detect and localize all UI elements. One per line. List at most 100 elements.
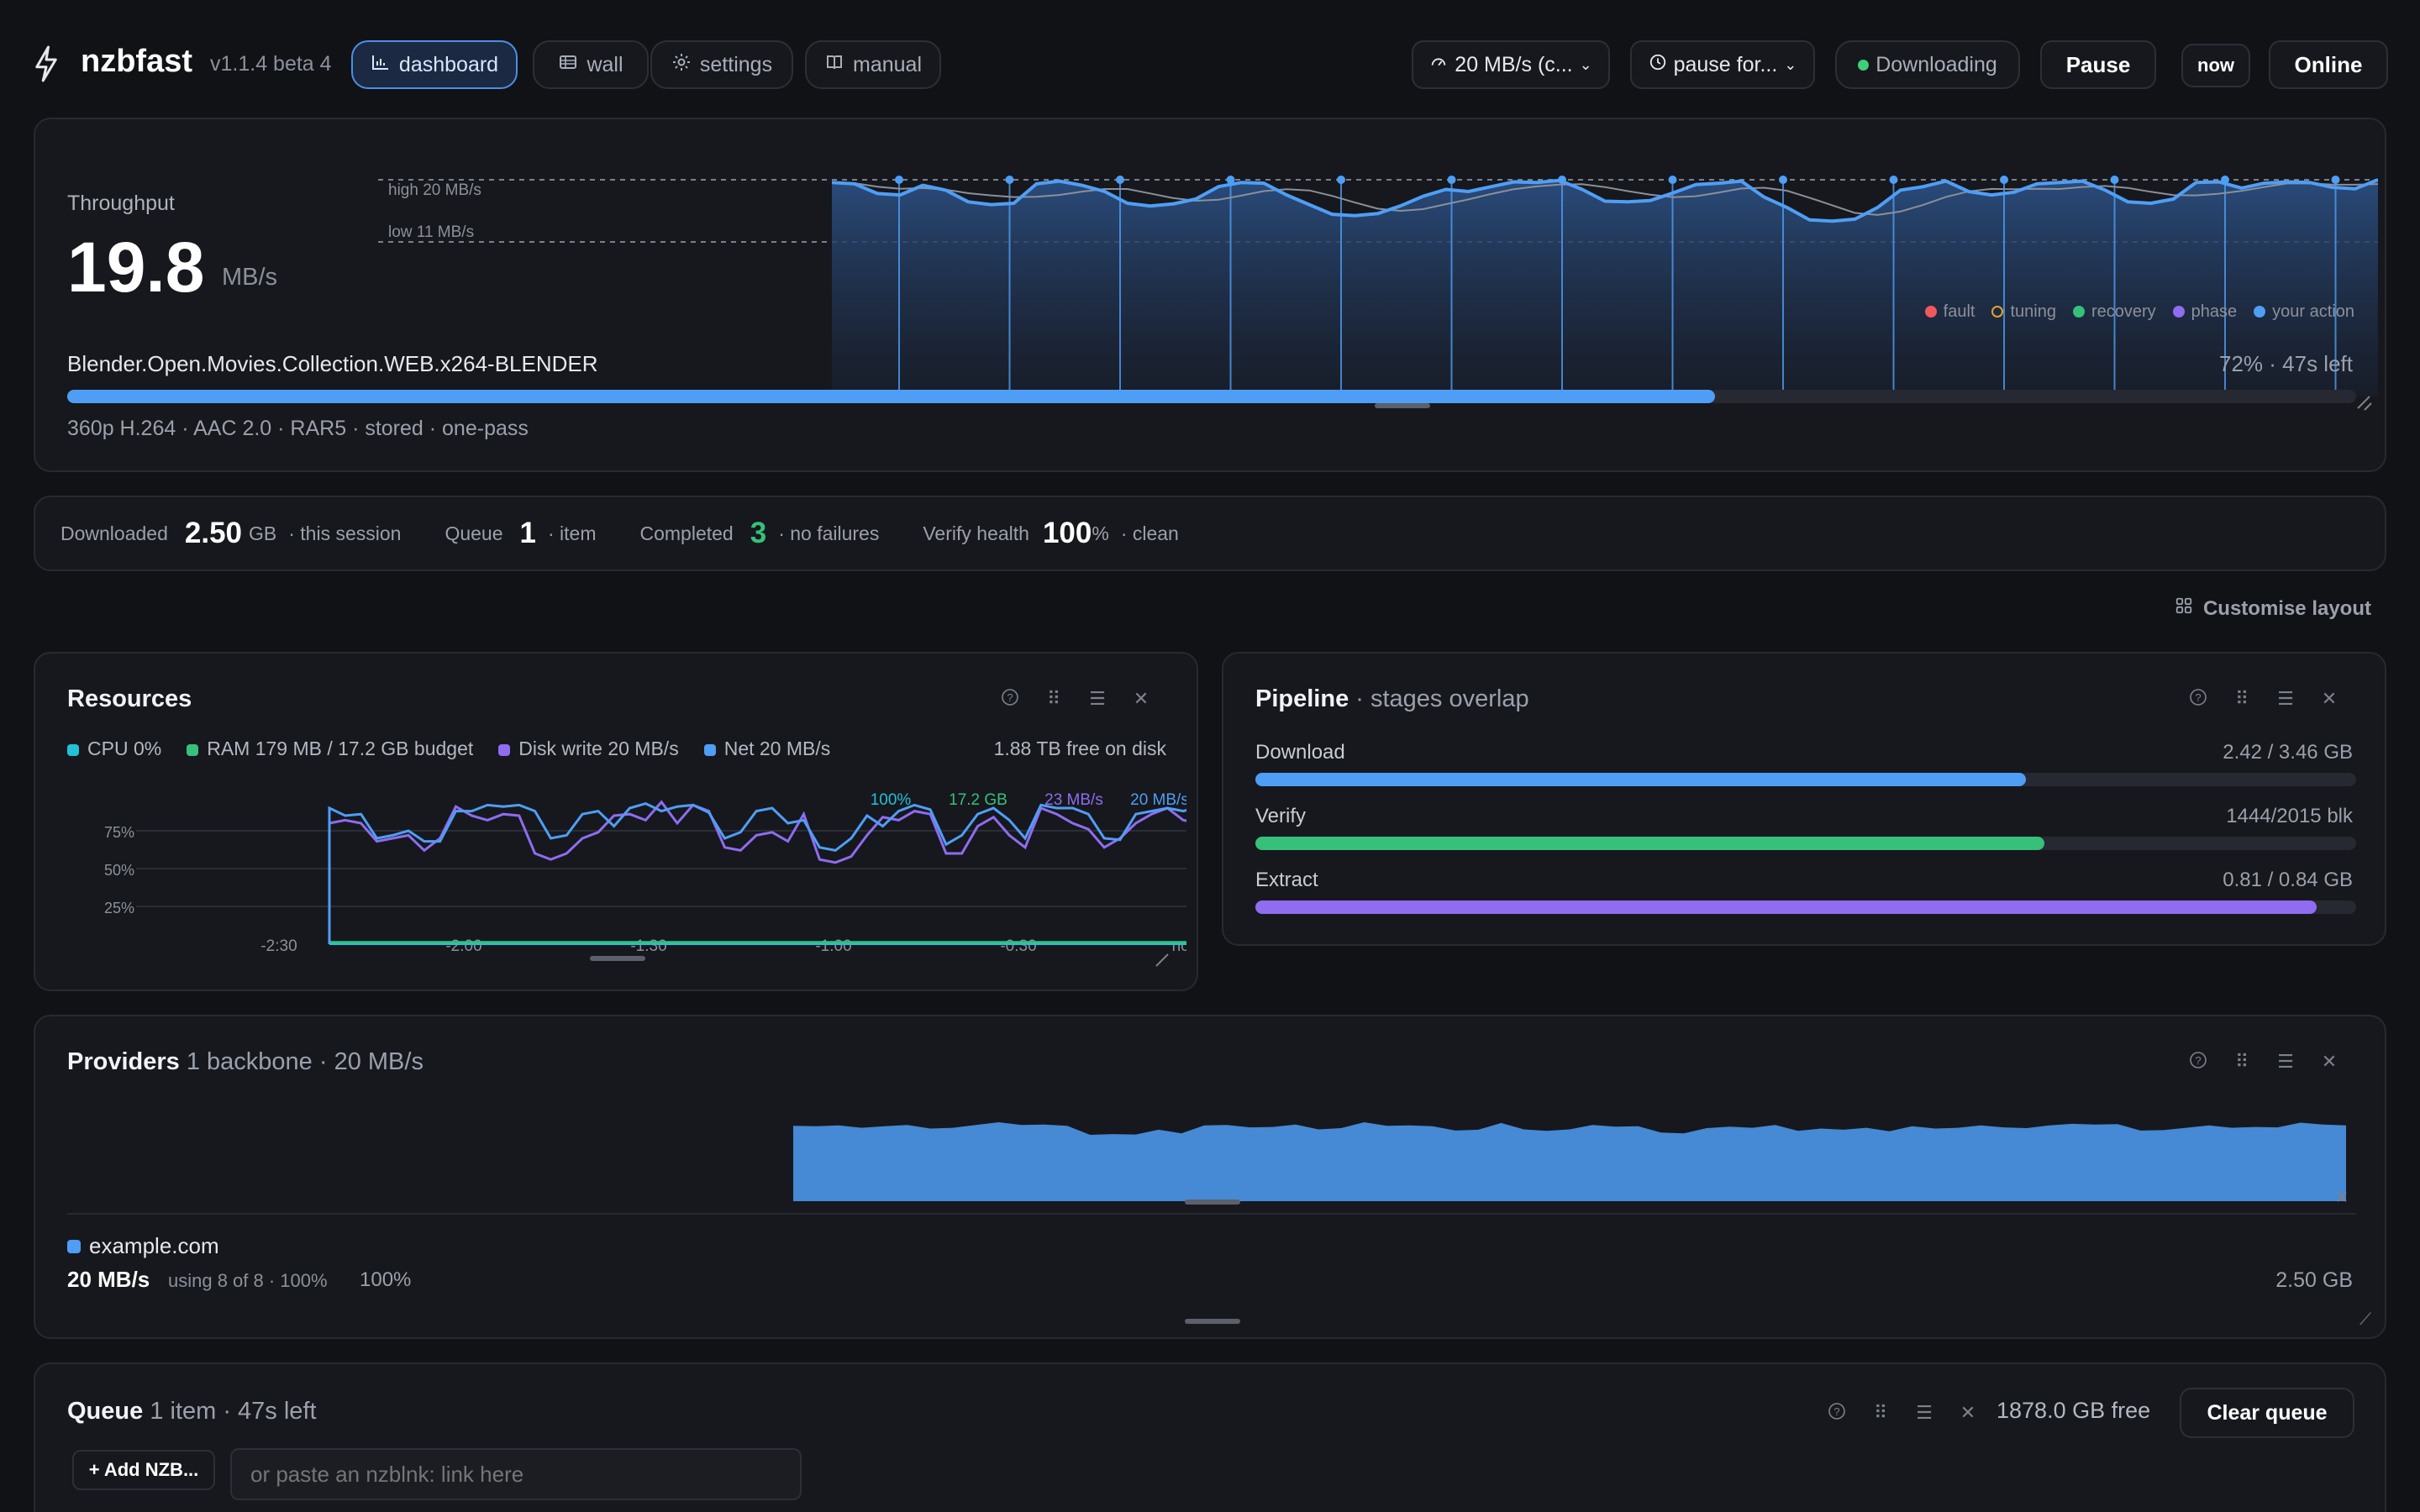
status-dot-icon (1858, 59, 1870, 71)
menu-icon[interactable]: ☰ (2277, 1051, 2294, 1072)
action-marker-dot[interactable] (1779, 176, 1787, 184)
add-nzb-button[interactable]: + Add NZB... (72, 1450, 215, 1490)
clear-queue-button[interactable]: Clear queue (2180, 1388, 2354, 1438)
action-marker-dot[interactable] (1668, 176, 1677, 184)
now-button[interactable]: now (2181, 44, 2250, 87)
queue-card: Queue 1 item · 47s left ? ⠿ ☰ ✕ 1878.0 G… (34, 1362, 2386, 1512)
pause-for-value: pause for... (1673, 52, 1778, 76)
throughput-unit: MB/s (222, 264, 278, 291)
stage-label: Extract (1255, 869, 1318, 891)
action-marker-dot[interactable] (1226, 176, 1235, 184)
close-icon[interactable]: ✕ (2321, 1051, 2338, 1072)
stage-label: Verify (1255, 805, 1307, 827)
live-readout: 17.2 GB (949, 791, 1007, 809)
menu-icon[interactable]: ☰ (1916, 1402, 1933, 1423)
stage-progress-fill (1255, 773, 2026, 786)
help-icon[interactable]: ? (998, 685, 1022, 709)
pause-for-select[interactable]: pause for... ⌄ (1630, 40, 1815, 89)
stage-progress-fill (1255, 837, 2045, 850)
downloaded-value: 2.50 (184, 517, 242, 549)
pipeline-title: Pipeline · stages overlap (1255, 685, 1529, 713)
legend-label: recovery (2091, 302, 2156, 321)
event-legend: fault tuning recovery phase your action (1924, 302, 2354, 322)
legend-swatch (187, 744, 199, 756)
layout-grid-icon (2175, 596, 2193, 621)
bar-chart-icon (371, 52, 391, 78)
x-tick-label: now (1172, 937, 1186, 955)
queue-subtitle: 1 item · 47s left (150, 1398, 317, 1425)
online-button-label: Online (2294, 51, 2363, 77)
legend-label: your action (2272, 302, 2354, 321)
speed-limit-select[interactable]: 20 MB/s (c... ⌄ (1412, 40, 1610, 89)
stage-progress-bar (1255, 837, 2356, 850)
help-icon[interactable]: ? (2186, 685, 2210, 709)
legend-item-phase: phase (2172, 302, 2238, 322)
drag-handle-icon[interactable]: ⠿ (2234, 688, 2249, 709)
stage-progress-bar (1255, 900, 2356, 914)
action-marker-dot[interactable] (2331, 176, 2340, 184)
menu-icon[interactable]: ☰ (2277, 688, 2294, 709)
gear-icon (671, 52, 692, 78)
legend-label: fault (1943, 302, 1975, 321)
verify-note: · clean (1120, 522, 1179, 544)
action-marker-dot[interactable] (2000, 176, 2008, 184)
tab-settings[interactable]: settings (650, 40, 793, 89)
resources-legend-item: Disk write 20 MB/s (498, 738, 679, 760)
table-grid-icon (558, 52, 578, 78)
help-icon[interactable]: ? (2186, 1048, 2210, 1072)
downloaded-note: · this session (288, 522, 402, 544)
online-button[interactable]: Online (2269, 40, 2388, 89)
card-resize-handle[interactable] (1185, 1319, 1240, 1324)
legend-item-tuning: tuning (1991, 302, 2056, 322)
action-marker-dot[interactable] (1337, 176, 1345, 184)
stats-strip: Downloaded 2.50 GB · this session Queue … (34, 496, 2386, 571)
drag-handle-icon[interactable]: ⠿ (1873, 1402, 1888, 1423)
svg-text:?: ? (1833, 1405, 1839, 1418)
provider-area (793, 1122, 2346, 1201)
close-icon[interactable]: ✕ (1133, 688, 1150, 709)
help-icon[interactable]: ? (1825, 1399, 1849, 1423)
throughput-average-line (831, 181, 2378, 216)
resize-handle-icon[interactable] (2337, 1192, 2347, 1202)
status-badge: Downloading (1835, 40, 2020, 89)
pause-button[interactable]: Pause (2040, 40, 2156, 89)
resize-handle-icon[interactable]: ⟋ (2360, 1310, 2371, 1329)
action-marker-dot[interactable] (1447, 176, 1456, 184)
action-marker-dot[interactable] (2110, 176, 2119, 184)
action-marker-dot[interactable] (1005, 176, 1014, 184)
action-marker-dot[interactable] (1889, 176, 1898, 184)
throughput-label: Throughput (67, 192, 175, 215)
resize-handle-icon[interactable] (2357, 396, 2372, 411)
tab-manual[interactable]: manual (805, 40, 941, 89)
clock-icon (1649, 53, 1667, 77)
providers-divider (67, 1213, 2356, 1215)
resize-handle-icon[interactable] (1155, 953, 1169, 967)
customise-layout-button[interactable]: Customise layout (2175, 596, 2371, 621)
gauge-icon (1429, 53, 1448, 77)
menu-icon[interactable]: ☰ (1089, 688, 1106, 709)
chart-scroll-handle[interactable] (590, 956, 645, 961)
tab-wall[interactable]: wall (533, 40, 649, 89)
x-tick-label: -1:00 (815, 937, 851, 955)
legend-item-fault: fault (1924, 302, 1975, 322)
drag-handle-icon[interactable]: ⠿ (1046, 688, 1061, 709)
pause-button-label: Pause (2065, 51, 2131, 77)
legend-label: phase (2191, 302, 2238, 321)
tab-dashboard[interactable]: dashboard (351, 40, 518, 89)
resources-legend: CPU 0% RAM 179 MB / 17.2 GB budget Disk wr… (67, 738, 830, 760)
action-marker-dot[interactable] (1116, 176, 1124, 184)
close-icon[interactable]: ✕ (1960, 1402, 1976, 1423)
job-progress-fill (67, 390, 1716, 403)
action-marker-dot[interactable] (895, 176, 903, 184)
chart-scroll-handle[interactable] (1185, 1200, 1240, 1205)
provider-total: 2.50 GB (2275, 1268, 2353, 1292)
close-icon[interactable]: ✕ (2321, 688, 2338, 709)
drag-handle-icon[interactable]: ⠿ (2234, 1051, 2249, 1072)
nzblnk-input[interactable] (230, 1448, 802, 1500)
chart-scroll-handle[interactable] (1375, 403, 1430, 408)
pipeline-card: Pipeline · stages overlap ? ⠿ ☰ ✕ Downlo… (1222, 652, 2386, 946)
live-readout: 20 MB/s (1130, 791, 1186, 809)
high-label: high 20 MB/s (388, 181, 481, 199)
net-line (328, 802, 1186, 944)
stage-label: Download (1255, 741, 1345, 764)
